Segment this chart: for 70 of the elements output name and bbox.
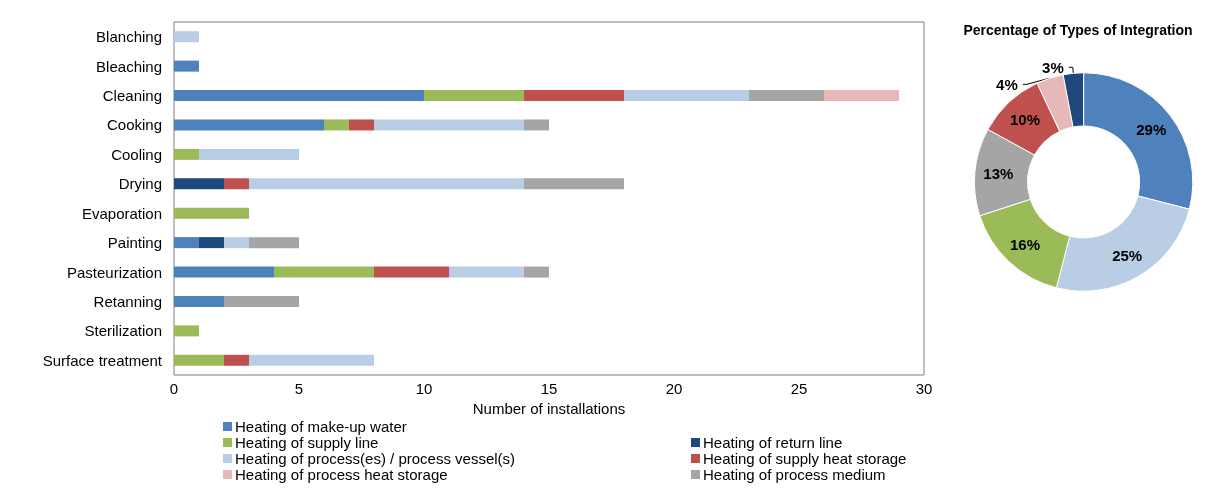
x-tick-label: 5 (294, 380, 304, 397)
bar (424, 90, 524, 102)
bar (174, 207, 249, 219)
data-label: 10% (1009, 111, 1041, 129)
bar (624, 90, 749, 102)
y-tick-label: Cleaning (102, 87, 162, 105)
bar (174, 148, 199, 160)
y-tick-label: Blanching (96, 28, 162, 46)
y-tick-label: Sterilization (84, 322, 162, 340)
y-tick-label: Bleaching (96, 57, 162, 75)
legend-label: Heating of process heat storage (235, 466, 448, 483)
bar (199, 237, 224, 249)
y-tick-label: Painting (107, 234, 162, 252)
bar (524, 119, 549, 131)
data-label: 29% (1136, 121, 1167, 139)
bar (249, 354, 374, 366)
x-tick-label: 10 (415, 380, 433, 397)
y-tick-label: Drying (118, 175, 162, 193)
bar (174, 295, 224, 307)
legend-label: Heating of process(es) / process vessel(s) (235, 450, 516, 467)
bar (224, 178, 249, 190)
bar (349, 119, 374, 131)
bar (174, 354, 224, 366)
bar (174, 60, 199, 72)
bar (449, 266, 524, 278)
bar (174, 266, 274, 278)
bar (524, 90, 624, 102)
x-tick-label: 30 (915, 380, 933, 397)
legend-label: Heating of return line (703, 434, 843, 451)
y-tick-label: Retanning (93, 292, 162, 310)
bar (224, 237, 249, 249)
y-tick-label: Pasteurization (66, 263, 162, 281)
bar (524, 266, 549, 278)
bar (174, 178, 224, 190)
x-tick-label: 25 (790, 380, 808, 397)
x-tick-label: 0 (169, 380, 179, 397)
bar (224, 354, 249, 366)
bar (524, 178, 624, 190)
bar (224, 295, 299, 307)
bar (749, 90, 824, 102)
bar (274, 266, 374, 278)
legend-label: Heating of supply line (235, 434, 379, 451)
x-axis-title: Number of installations (472, 399, 626, 417)
bar (174, 119, 324, 131)
legend-label: Heating of process medium (703, 466, 886, 483)
y-tick-label: Cooking (106, 116, 162, 134)
bar (324, 119, 349, 131)
x-tick-label: 15 (540, 380, 558, 397)
bar (374, 266, 449, 278)
y-tick-label: Surface treatment (42, 351, 163, 369)
data-label: 25% (1112, 247, 1143, 265)
bar (174, 325, 199, 337)
bar (174, 90, 424, 102)
bar (174, 237, 199, 249)
bar (174, 31, 199, 43)
data-label: 13% (983, 165, 1014, 183)
bar (824, 90, 899, 102)
chart-title: Percentage of Types of Integration (963, 22, 1193, 38)
data-label: 4% (996, 75, 1018, 93)
legend-label: Heating of supply heat storage (703, 450, 907, 467)
y-tick-label: Cooling (111, 145, 162, 163)
data-label: 16% (1009, 235, 1041, 253)
y-tick-label: Evaporation (81, 204, 162, 222)
legend-label: Heating of make-up water (235, 418, 407, 435)
bar (249, 178, 524, 190)
data-label: 3% (1042, 58, 1064, 76)
bar (199, 148, 299, 160)
x-tick-label: 20 (665, 380, 683, 397)
bar (374, 119, 524, 131)
bar (249, 237, 299, 249)
